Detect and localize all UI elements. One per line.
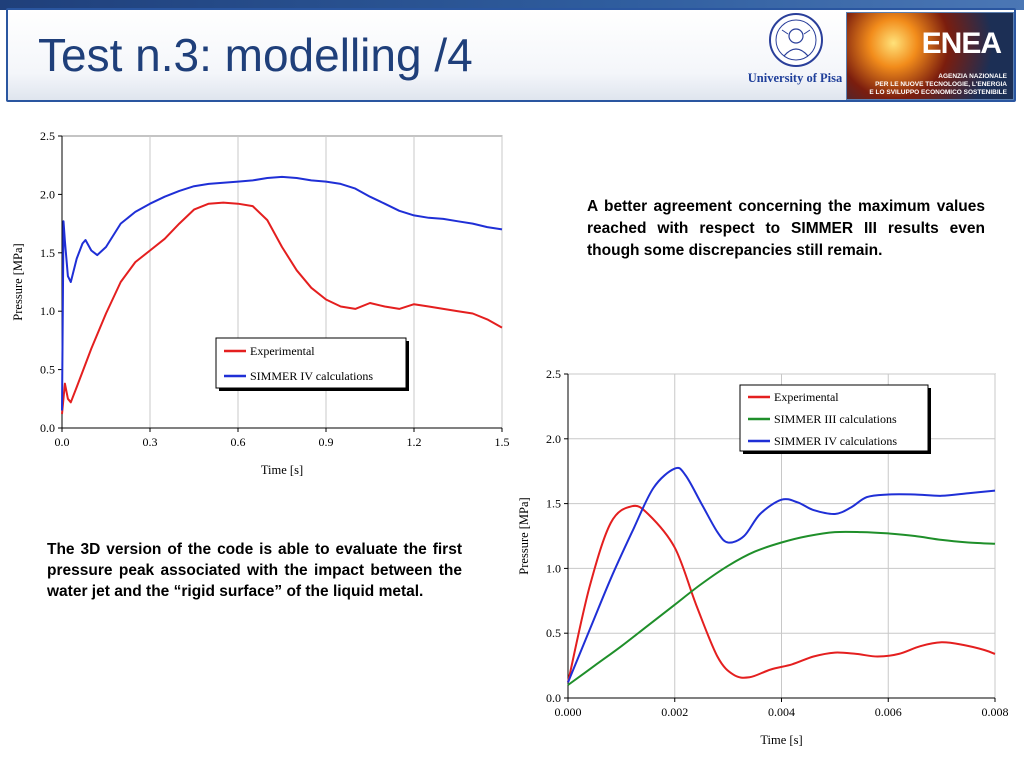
x-tick-label: 0.0	[55, 435, 70, 449]
series-line	[61, 175, 503, 411]
page-title: Test n.3: modelling /4	[38, 29, 473, 81]
legend-entry: SIMMER IV calculations	[774, 434, 897, 448]
enea-logo-banner: ENEA AGENZIA NAZIONALE PER LE NUOVE TECN…	[846, 12, 1014, 100]
x-tick-label: 1.5	[495, 435, 510, 449]
y-tick-label: 0.0	[546, 691, 561, 705]
x-axis-label: Time [s]	[760, 733, 802, 747]
x-tick-label: 0.6	[231, 435, 246, 449]
chart-pressure-short-time: 0.0 0.5 1.0 1.5 2.0 2.5 0.000 0.002 0.004 0.006 0.…	[517, 367, 1009, 747]
y-axis-label: Pressure [MPa]	[11, 243, 25, 320]
x-tick-label: 0.3	[143, 435, 158, 449]
enea-subtitle: AGENZIA NAZIONALE PER LE NUOVE TECNOLOGI…	[847, 73, 1007, 97]
y-tick-label: 0.5	[546, 626, 561, 640]
legend-entry: Experimental	[250, 344, 315, 358]
y-tick-label: 2.5	[40, 129, 55, 143]
x-tick-label: 0.006	[875, 705, 902, 719]
series-line	[567, 466, 996, 683]
slide-header: Test n.3: modelling /4 University of Pis…	[0, 0, 1024, 104]
enea-logo: ENEA	[921, 27, 1002, 60]
y-tick-label: 1.0	[40, 304, 55, 318]
y-tick-label: 2.0	[40, 187, 55, 201]
legend-box	[215, 337, 407, 389]
y-tick-label: 1.5	[546, 497, 561, 511]
x-axis-label: Time [s]	[261, 463, 303, 477]
y-tick-label: 2.5	[546, 367, 561, 381]
chart-pressure-long-time: 0.0 0.5 1.0 1.5 2.0 2.5 0.0 0.3 0.6 0.9 1.2 1.5 Time…	[11, 129, 510, 477]
legend-entry: SIMMER III calculations	[774, 412, 897, 426]
enea-subtitle-line: E LO SVILUPPO ECONOMICO SOSTENIBILE	[869, 89, 1007, 96]
legend-entry: Experimental	[774, 390, 839, 404]
enea-subtitle-line: AGENZIA NAZIONALE	[938, 73, 1007, 80]
3d-version-paragraph: The 3D version of the code is able to ev…	[47, 541, 462, 600]
y-tick-label: 2.0	[546, 432, 561, 446]
legend-entry: SIMMER IV calculations	[250, 369, 373, 383]
series-line	[61, 201, 503, 415]
series-line	[567, 530, 996, 686]
x-tick-label: 0.008	[982, 705, 1009, 719]
x-tick-label: 0.002	[661, 705, 688, 719]
x-tick-label: 1.2	[407, 435, 422, 449]
y-tick-label: 1.0	[546, 561, 561, 575]
x-tick-label: 0.9	[319, 435, 334, 449]
x-tick-label: 0.004	[768, 705, 795, 719]
university-label: University of Pisa	[747, 71, 843, 85]
enea-subtitle-line: PER LE NUOVE TECNOLOGIE, L'ENERGIA	[875, 81, 1007, 88]
y-tick-label: 0.0	[40, 421, 55, 435]
university-seal-logo	[769, 13, 823, 67]
series-line	[567, 504, 996, 683]
agreement-paragraph: A better agreement concerning the maximu…	[587, 198, 985, 259]
y-tick-label: 0.5	[40, 363, 55, 377]
x-tick-label: 0.000	[555, 705, 582, 719]
legend-box	[739, 384, 929, 452]
header-top-bar	[0, 0, 1024, 10]
y-axis-label: Pressure [MPa]	[517, 497, 531, 574]
y-tick-label: 1.5	[40, 246, 55, 260]
